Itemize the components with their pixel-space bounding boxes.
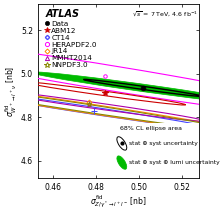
Text: stat ⊕ syst ⊕ lumi uncertainty: stat ⊕ syst ⊕ lumi uncertainty	[129, 160, 220, 165]
Legend: Data, ABM12, CT14, HERAPDF2.0, JR14, MMHT2014, NNPDF3.0: Data, ABM12, CT14, HERAPDF2.0, JR14, MMH…	[45, 20, 97, 69]
Text: stat ⊕ syst uncertainty: stat ⊕ syst uncertainty	[129, 141, 198, 146]
Y-axis label: $\sigma^{\mathrm{fid}}_{W^+\to l^+\nu}$ [nb]: $\sigma^{\mathrm{fid}}_{W^+\to l^+\nu}$ …	[4, 65, 19, 117]
Ellipse shape	[31, 72, 220, 104]
Ellipse shape	[117, 156, 127, 169]
X-axis label: $\sigma^{\mathrm{fid}}_{Z/\gamma^*\to l^+l^-}$ [nb]: $\sigma^{\mathrm{fid}}_{Z/\gamma^*\to l^…	[90, 193, 147, 210]
Text: 68% CL ellipse area: 68% CL ellipse area	[120, 126, 182, 131]
FancyBboxPatch shape	[115, 123, 199, 175]
Text: $\sqrt{s}$ = 7 TeV, 4.6 fb$^{-1}$: $\sqrt{s}$ = 7 TeV, 4.6 fb$^{-1}$	[132, 9, 198, 18]
Text: ATLAS: ATLAS	[46, 9, 80, 19]
